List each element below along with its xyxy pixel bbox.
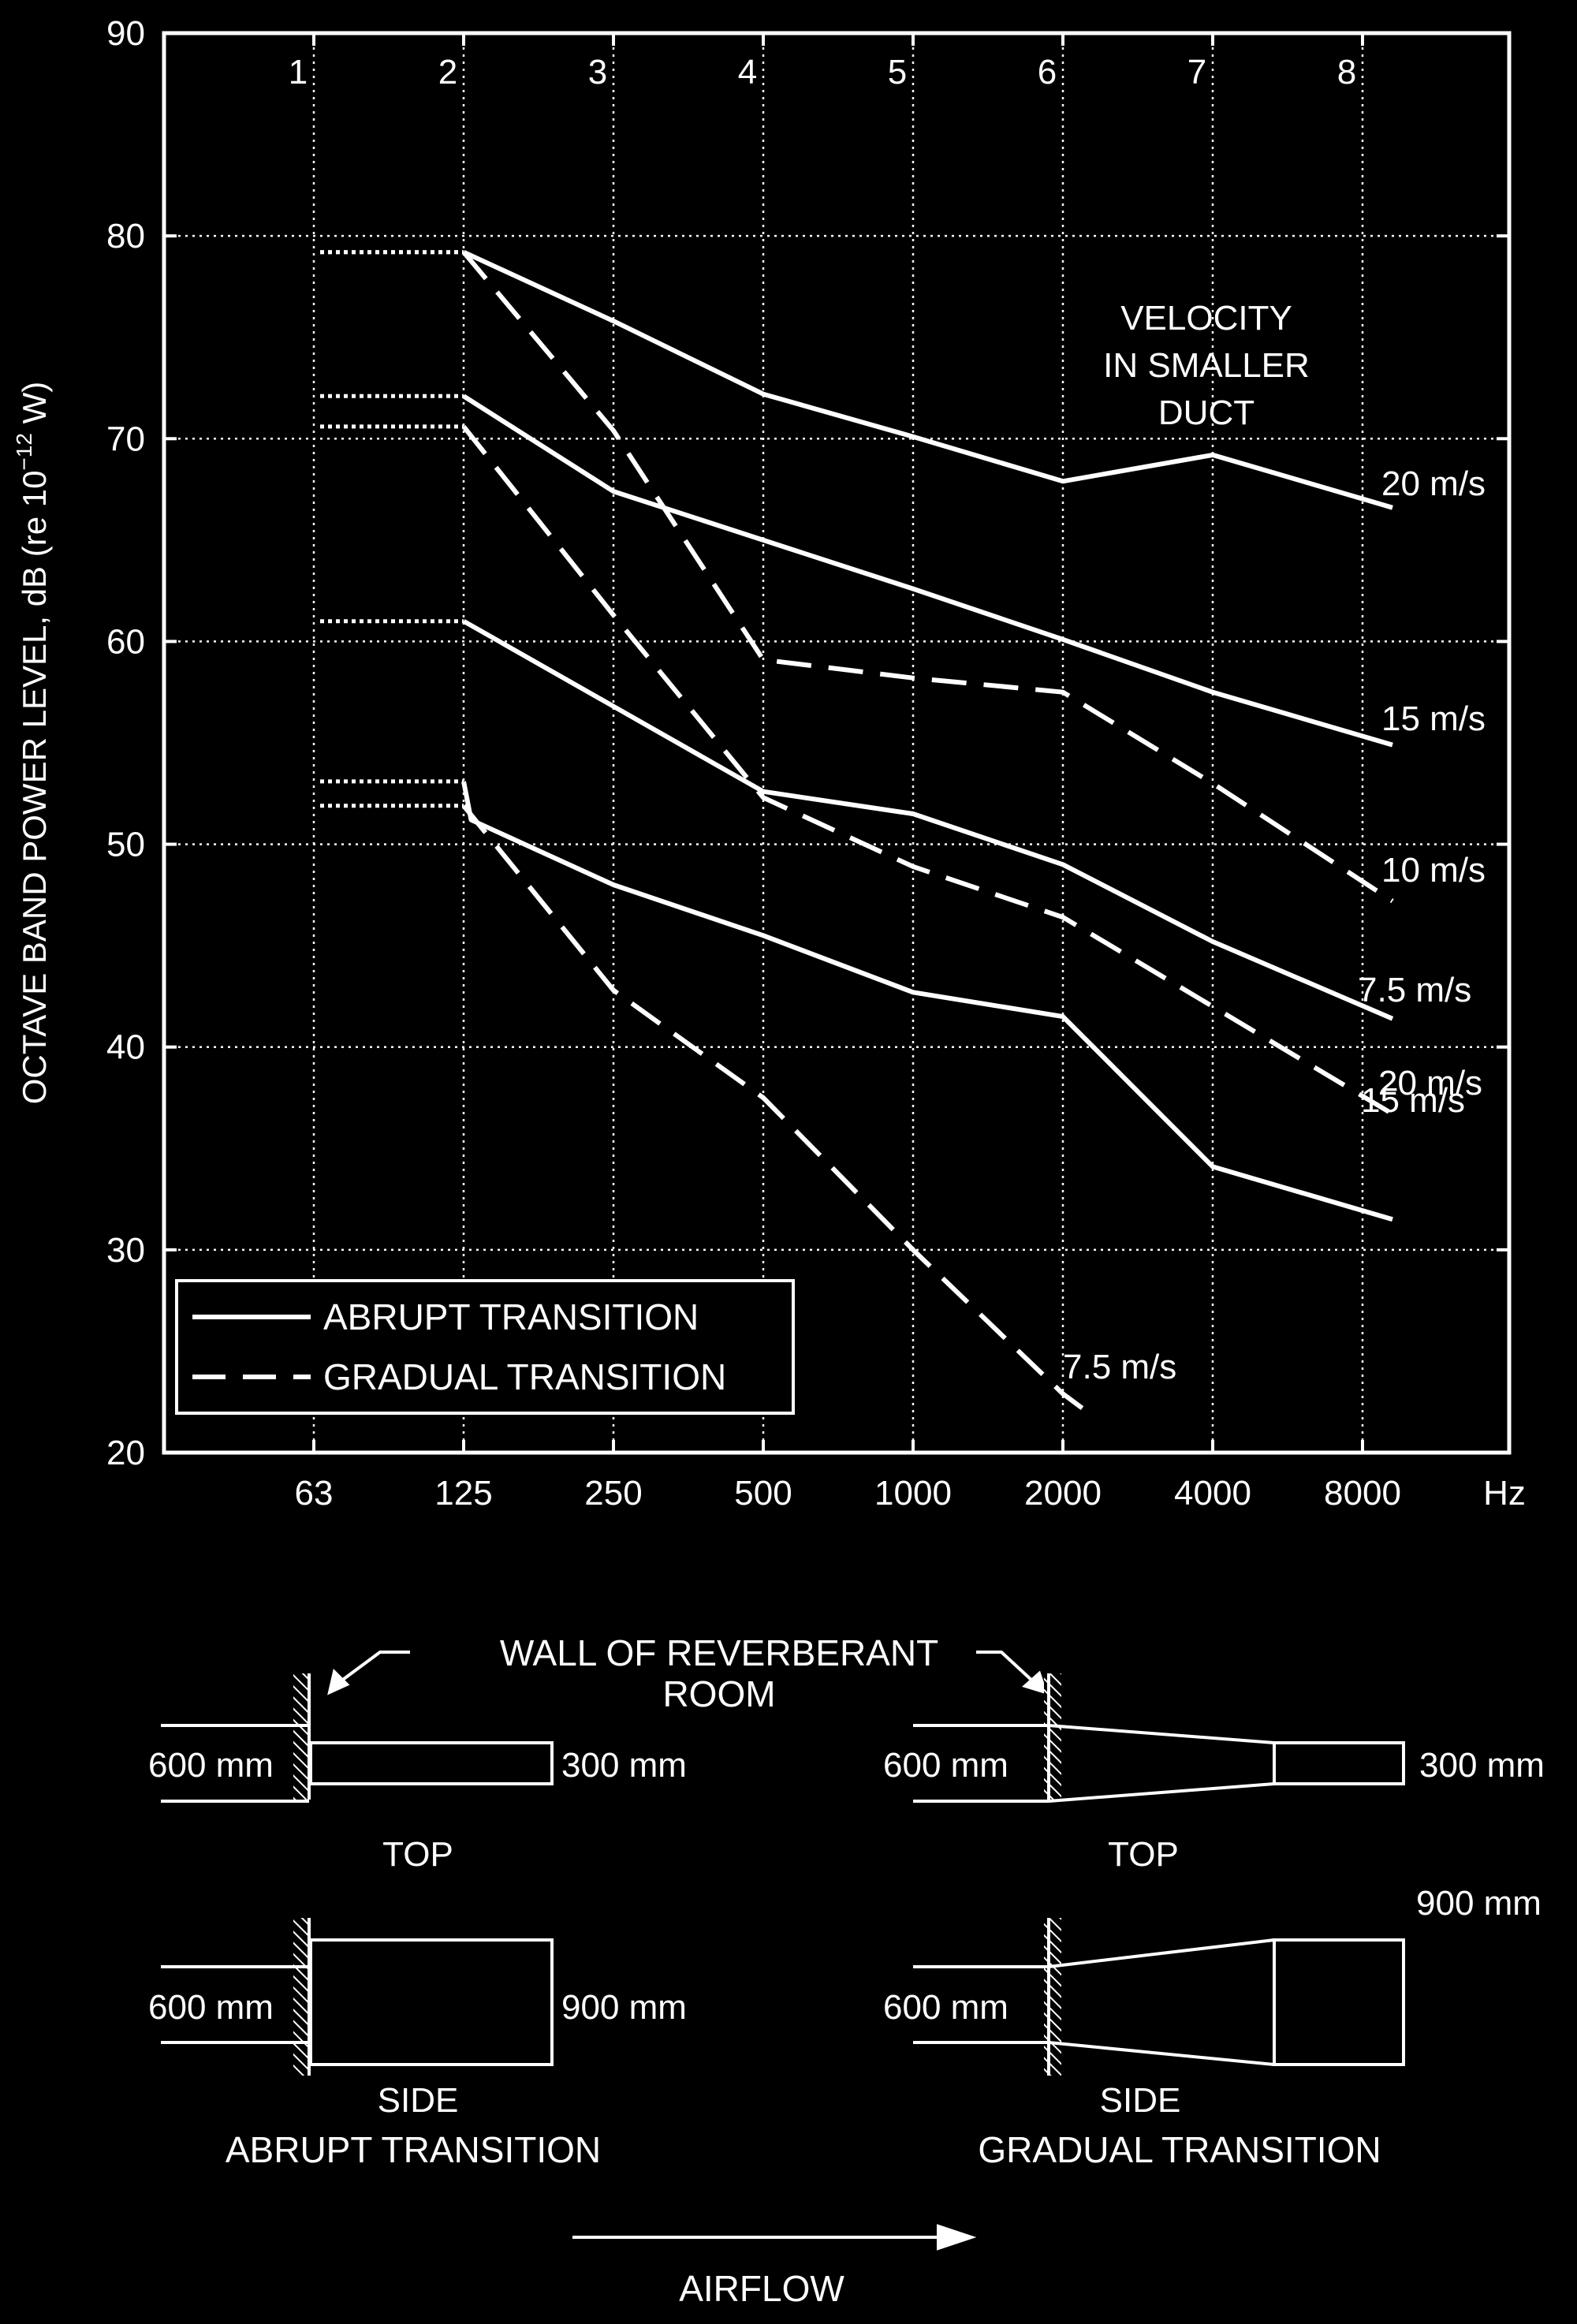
gradual-title: GRADUAL TRANSITION [978, 2129, 1381, 2170]
band-number: 3 [588, 53, 607, 91]
velocity-heading-line-3: DUCT [1158, 394, 1255, 432]
y-tick-label: 20 [106, 1434, 145, 1472]
x-tick-label: 8000 [1324, 1474, 1401, 1513]
band-number: 7 [1187, 53, 1206, 91]
band-number: 5 [888, 53, 907, 91]
duct-900-side [309, 1938, 554, 2066]
gradual-top-caption: TOP [1108, 1835, 1179, 1874]
band-number: 1 [289, 53, 308, 91]
y-axis-ticks: 20 30 40 50 60 70 80 90 [106, 14, 1509, 1472]
abrupt-side-right-dim: 900 mm [561, 1988, 687, 2027]
wall-hatch [1044, 1918, 1061, 2076]
wall-label-line-1: WALL OF REVERBERANT [500, 1632, 938, 1673]
gradual-top-left-dim: 600 mm [883, 1746, 1008, 1785]
wall-hatch [1044, 1673, 1061, 1800]
taper-top-edge [1048, 1724, 1275, 1744]
series-labels: 20 m/s15 m/s10 m/s7.5 m/s20 m/s15 m/s7.5… [1063, 464, 1486, 1386]
y-axis-label: OCTAVE BAND POWER LEVEL, dB (re 10−12 W) [12, 382, 53, 1104]
abrupt-title: ABRUPT TRANSITION [226, 2129, 601, 2170]
abrupt-top-right-dim: 300 mm [561, 1746, 687, 1785]
duct-300-top [1273, 1741, 1405, 1785]
wall-label-line-2: ROOM [662, 1673, 775, 1714]
x-unit-label: Hz [1483, 1474, 1526, 1513]
x-tick-label: 125 [434, 1474, 492, 1513]
wall-leader-left [327, 1651, 410, 1695]
duct-diagrams: WALL OF REVERBERANT ROOM 600 mm 300 mm T… [148, 1632, 1545, 2309]
series-label: 10 m/s [1381, 851, 1486, 890]
y-tick-label: 90 [106, 14, 145, 53]
series-lines [320, 249, 1394, 1419]
abrupt-top-left-dim: 600 mm [148, 1746, 274, 1785]
legend-label-abrupt: ABRUPT TRANSITION [323, 1296, 699, 1337]
x-tick-label: 63 [295, 1474, 334, 1513]
x-tick-label: 2000 [1024, 1474, 1102, 1513]
y-tick-label: 30 [106, 1231, 145, 1270]
band-number: 8 [1337, 53, 1356, 91]
abrupt-top-view: 600 mm 300 mm TOP [148, 1673, 687, 1874]
series-line-solid [462, 394, 1393, 748]
band-number: 6 [1038, 53, 1057, 91]
series-label: 20 m/s [1378, 1064, 1482, 1102]
plot-area [162, 31, 1512, 1455]
velocity-heading-line-2: IN SMALLER [1103, 346, 1310, 385]
y-tick-label: 60 [106, 622, 145, 661]
legend: ABRUPT TRANSITION GRADUAL TRANSITION [175, 1279, 795, 1415]
y-tick-label: 80 [106, 217, 145, 256]
gradual-side-caption: SIDE [1100, 2081, 1181, 2120]
taper-bottom-edge [1048, 1782, 1275, 1803]
x-tick-label: 1000 [874, 1474, 952, 1513]
series-label: 15 m/s [1381, 699, 1486, 738]
y-tick-label: 40 [106, 1028, 145, 1067]
band-numbers: 1 2 3 4 5 6 7 8 [289, 53, 1356, 91]
taper-top-edge [1048, 1938, 1275, 1968]
legend-box [175, 1279, 795, 1415]
x-tick-label: 250 [584, 1474, 642, 1513]
series-label: 7.5 m/s [1063, 1348, 1176, 1386]
airflow-arrow [572, 2224, 977, 2251]
x-axis-ticks: 63 125 250 500 1000 2000 4000 8000 [295, 33, 1401, 1513]
gradual-side-view: 600 mm 900 mm SIDE GRADUAL TRANSITION [883, 1884, 1542, 2170]
gradual-top-right-dim: 300 mm [1419, 1746, 1545, 1785]
y-axis-label-tail: W) [16, 382, 53, 433]
series-line-solid [462, 619, 1394, 1021]
gradual-side-right-dim: 900 mm [1416, 1884, 1542, 1923]
gradual-top-view: 600 mm 300 mm TOP [883, 1673, 1545, 1874]
velocity-heading: VELOCITY IN SMALLER DUCT [1103, 299, 1310, 432]
series-line-dashed [461, 250, 1394, 904]
series-label: 20 m/s [1381, 464, 1486, 503]
y-tick-label: 70 [106, 420, 145, 458]
y-axis-label-main: OCTAVE BAND POWER LEVEL, dB (re 10 [16, 471, 53, 1105]
series-label: 7.5 m/s [1358, 971, 1471, 1009]
abrupt-side-view: 600 mm 900 mm SIDE ABRUPT TRANSITION [148, 1918, 687, 2170]
airflow-label: AIRFLOW [679, 2268, 844, 2309]
abrupt-side-caption: SIDE [378, 2081, 459, 2120]
series-label: 15 m/s [1361, 1081, 1465, 1120]
abrupt-side-left-dim: 600 mm [148, 1988, 274, 2027]
gradual-side-left-dim: 600 mm [883, 1988, 1008, 2027]
grid-lines [164, 33, 1509, 1453]
x-tick-label: 500 [734, 1474, 792, 1513]
duct-300-top [309, 1741, 554, 1785]
y-tick-label: 50 [106, 826, 145, 864]
wall-hatch [293, 1673, 311, 1800]
wall-hatch [293, 1918, 311, 2076]
legend-label-gradual: GRADUAL TRANSITION [323, 1356, 726, 1397]
band-number: 4 [738, 53, 757, 91]
duct-900-side [1273, 1938, 1405, 2066]
series-line-solid [461, 781, 1393, 1222]
velocity-heading-line-1: VELOCITY [1120, 299, 1292, 338]
x-tick-label: 4000 [1174, 1474, 1251, 1513]
taper-bottom-edge [1048, 2041, 1275, 2066]
wall-leader-right [976, 1651, 1049, 1695]
abrupt-top-caption: TOP [382, 1835, 453, 1874]
series-line-dashed [461, 804, 1094, 1419]
y-axis-label-superscript: −12 [12, 433, 36, 471]
band-number: 2 [438, 53, 457, 91]
series-line-dashed [461, 425, 1394, 1117]
series-line-solid [462, 249, 1393, 510]
